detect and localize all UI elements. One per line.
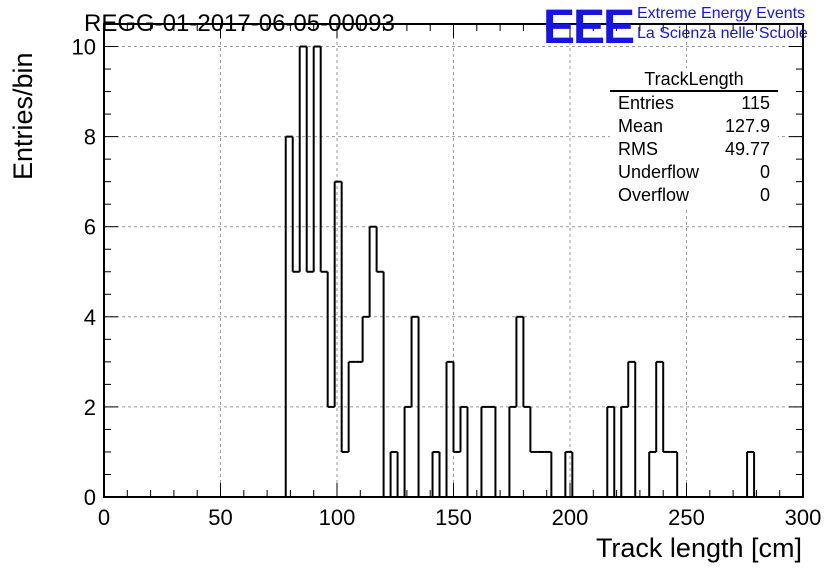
x-tick-label: 0: [98, 505, 110, 530]
stats-value: 115: [741, 93, 770, 113]
stats-row-underflow: Underflow 0: [610, 161, 778, 184]
stats-label: RMS: [618, 139, 658, 159]
stats-value: 0: [759, 162, 770, 182]
y-tick-label: 6: [84, 215, 96, 240]
y-tick-label: 8: [84, 125, 96, 150]
stats-row-mean: Mean 127.9: [610, 115, 778, 138]
stats-label: Underflow: [618, 162, 700, 182]
logo-caption-line2: La Scienza nelle Scuole: [637, 25, 808, 42]
stats-row-rms: RMS 49.77: [610, 138, 778, 161]
stats-box: TrackLength Entries 115 Mean 127.9 RMS 4…: [610, 68, 778, 208]
plot-frame: [103, 23, 804, 498]
stats-value: 49.77: [724, 139, 770, 159]
run-title: REGG-01-2017-06-05-00093: [84, 10, 395, 37]
y-tick-label: 10: [72, 35, 96, 60]
x-tick-label: 200: [552, 505, 589, 530]
stats-title: TrackLength: [610, 68, 778, 92]
stats-row-entries: Entries 115: [610, 92, 778, 115]
y-tick-label: 4: [84, 305, 96, 330]
x-tick-label: 100: [319, 505, 356, 530]
logo-caption-line1: Extreme Energy Events: [637, 5, 806, 22]
x-axis-label: Track length [cm]: [595, 533, 802, 563]
stats-row-overflow: Overflow 0: [610, 184, 778, 207]
logo-caption: Extreme Energy Events La Scienza nelle S…: [637, 4, 808, 44]
x-tick-label: 250: [668, 505, 705, 530]
stats-label: Entries: [618, 93, 675, 113]
x-tick-label: 300: [785, 505, 822, 530]
x-tick-label: 150: [435, 505, 472, 530]
stats-label: Mean: [618, 116, 664, 136]
stats-value: 0: [759, 185, 770, 205]
y-axis-label: Entries/bin: [8, 52, 38, 180]
y-tick-label: 0: [84, 485, 96, 510]
eee-logo: EEE: [543, 1, 635, 54]
x-tick-label: 50: [208, 505, 232, 530]
y-tick-label: 2: [84, 395, 96, 420]
stats-label: Overflow: [618, 185, 690, 205]
stats-value: 127.9: [724, 116, 770, 136]
